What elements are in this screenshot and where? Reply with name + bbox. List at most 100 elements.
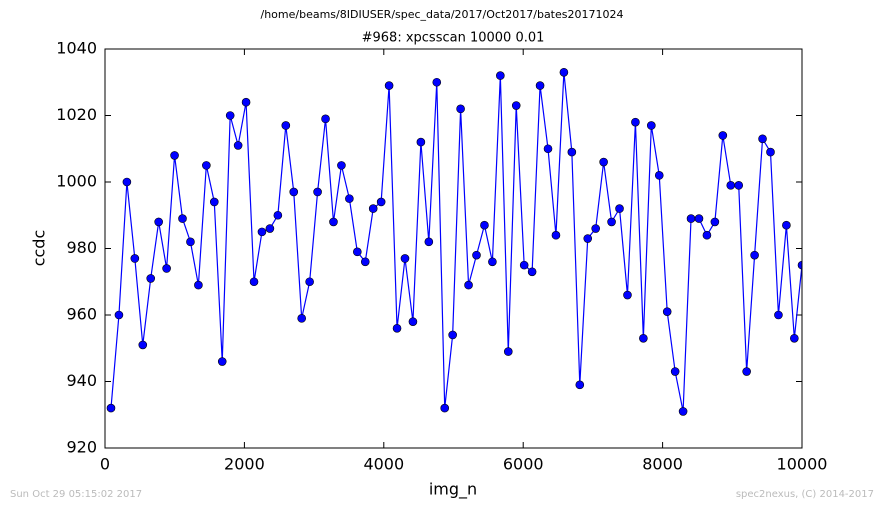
data-point bbox=[130, 254, 140, 263]
x-tick-label: 4000 bbox=[363, 455, 404, 474]
data-point bbox=[273, 210, 283, 220]
data-point bbox=[710, 217, 720, 227]
data-point bbox=[138, 340, 148, 350]
x-tick-label: 0 bbox=[100, 455, 110, 474]
data-point bbox=[734, 181, 744, 190]
data-point bbox=[400, 254, 410, 263]
data-point bbox=[209, 197, 219, 207]
footer-right: spec2nexus, (C) 2014-2017 bbox=[736, 489, 874, 500]
data-point bbox=[186, 237, 195, 247]
data-point bbox=[591, 224, 600, 233]
data-point bbox=[503, 347, 513, 356]
data-point bbox=[662, 307, 672, 316]
data-point bbox=[623, 290, 632, 300]
data-point bbox=[368, 204, 378, 213]
data-point bbox=[678, 407, 688, 416]
data-point bbox=[519, 260, 529, 270]
x-tick-label: 2000 bbox=[224, 455, 265, 474]
data-point bbox=[106, 403, 116, 413]
data-point bbox=[233, 141, 243, 150]
data-point bbox=[535, 81, 545, 90]
data-point bbox=[440, 403, 450, 413]
x-tick-label: 6000 bbox=[503, 455, 544, 474]
data-point bbox=[575, 380, 585, 390]
data-point bbox=[742, 367, 751, 376]
data-point bbox=[797, 260, 802, 270]
data-point bbox=[472, 250, 481, 260]
x-tick-label: 10000 bbox=[777, 455, 828, 474]
data-point bbox=[448, 330, 457, 340]
data-point bbox=[225, 111, 235, 120]
data-point bbox=[337, 161, 346, 170]
data-point bbox=[607, 217, 616, 227]
data-point bbox=[758, 134, 767, 144]
data-point bbox=[249, 277, 259, 287]
data-point bbox=[329, 217, 338, 227]
data-point bbox=[774, 310, 783, 320]
data-point bbox=[217, 357, 227, 366]
data-point bbox=[599, 157, 608, 167]
footer-left: Sun Oct 29 05:15:02 2017 bbox=[10, 489, 142, 500]
data-point bbox=[551, 230, 561, 240]
data-point bbox=[686, 214, 696, 223]
y-tick-label: 1000 bbox=[56, 172, 97, 191]
data-point bbox=[702, 230, 712, 240]
y-tick-label: 920 bbox=[66, 438, 97, 457]
data-point bbox=[424, 237, 434, 247]
data-point bbox=[647, 121, 656, 130]
x-axis-label: img_n bbox=[429, 480, 477, 500]
data-point bbox=[527, 267, 537, 277]
data-point bbox=[583, 234, 593, 243]
data-point bbox=[170, 151, 179, 160]
data-point bbox=[718, 131, 728, 140]
data-point bbox=[162, 264, 171, 273]
data-point bbox=[408, 317, 418, 326]
plot-frame bbox=[104, 48, 803, 449]
data-point bbox=[265, 224, 275, 233]
data-point bbox=[392, 323, 402, 333]
data-point bbox=[360, 257, 370, 267]
chart-title: #968: xpcsscan 10000 0.01 bbox=[362, 31, 545, 46]
y-tick-label: 960 bbox=[66, 305, 97, 324]
data-point bbox=[281, 121, 291, 130]
data-point bbox=[384, 81, 394, 90]
x-tick-label: 8000 bbox=[642, 455, 683, 474]
data-point bbox=[567, 147, 577, 157]
data-point bbox=[432, 77, 442, 87]
data-point bbox=[654, 171, 664, 180]
data-point bbox=[456, 104, 465, 114]
data-point bbox=[289, 187, 299, 197]
data-point bbox=[321, 114, 330, 124]
y-tick-label: 940 bbox=[66, 371, 97, 390]
data-point bbox=[726, 181, 736, 190]
data-point bbox=[376, 197, 386, 207]
data-point bbox=[543, 144, 553, 154]
data-point bbox=[416, 137, 426, 147]
data-point bbox=[782, 220, 791, 230]
data-point bbox=[305, 277, 314, 287]
data-point bbox=[670, 367, 680, 376]
data-point bbox=[154, 217, 163, 227]
data-point bbox=[639, 333, 648, 343]
data-point bbox=[178, 214, 187, 223]
data-point bbox=[496, 71, 505, 80]
data-point bbox=[122, 177, 132, 187]
data-point bbox=[345, 194, 354, 203]
y-tick-label: 980 bbox=[66, 238, 97, 257]
data-point bbox=[194, 280, 203, 290]
data-point bbox=[766, 147, 775, 157]
y-tick-label: 1020 bbox=[56, 105, 97, 124]
data-point bbox=[488, 257, 497, 267]
series-line bbox=[110, 72, 802, 412]
data-point bbox=[790, 333, 799, 343]
y-tick-label: 1040 bbox=[56, 39, 97, 58]
data-point bbox=[202, 161, 211, 170]
data-point bbox=[464, 280, 473, 290]
data-point bbox=[257, 227, 267, 237]
data-point bbox=[559, 67, 569, 77]
data-point bbox=[750, 250, 759, 260]
data-point bbox=[480, 220, 489, 230]
data-point bbox=[694, 214, 704, 223]
